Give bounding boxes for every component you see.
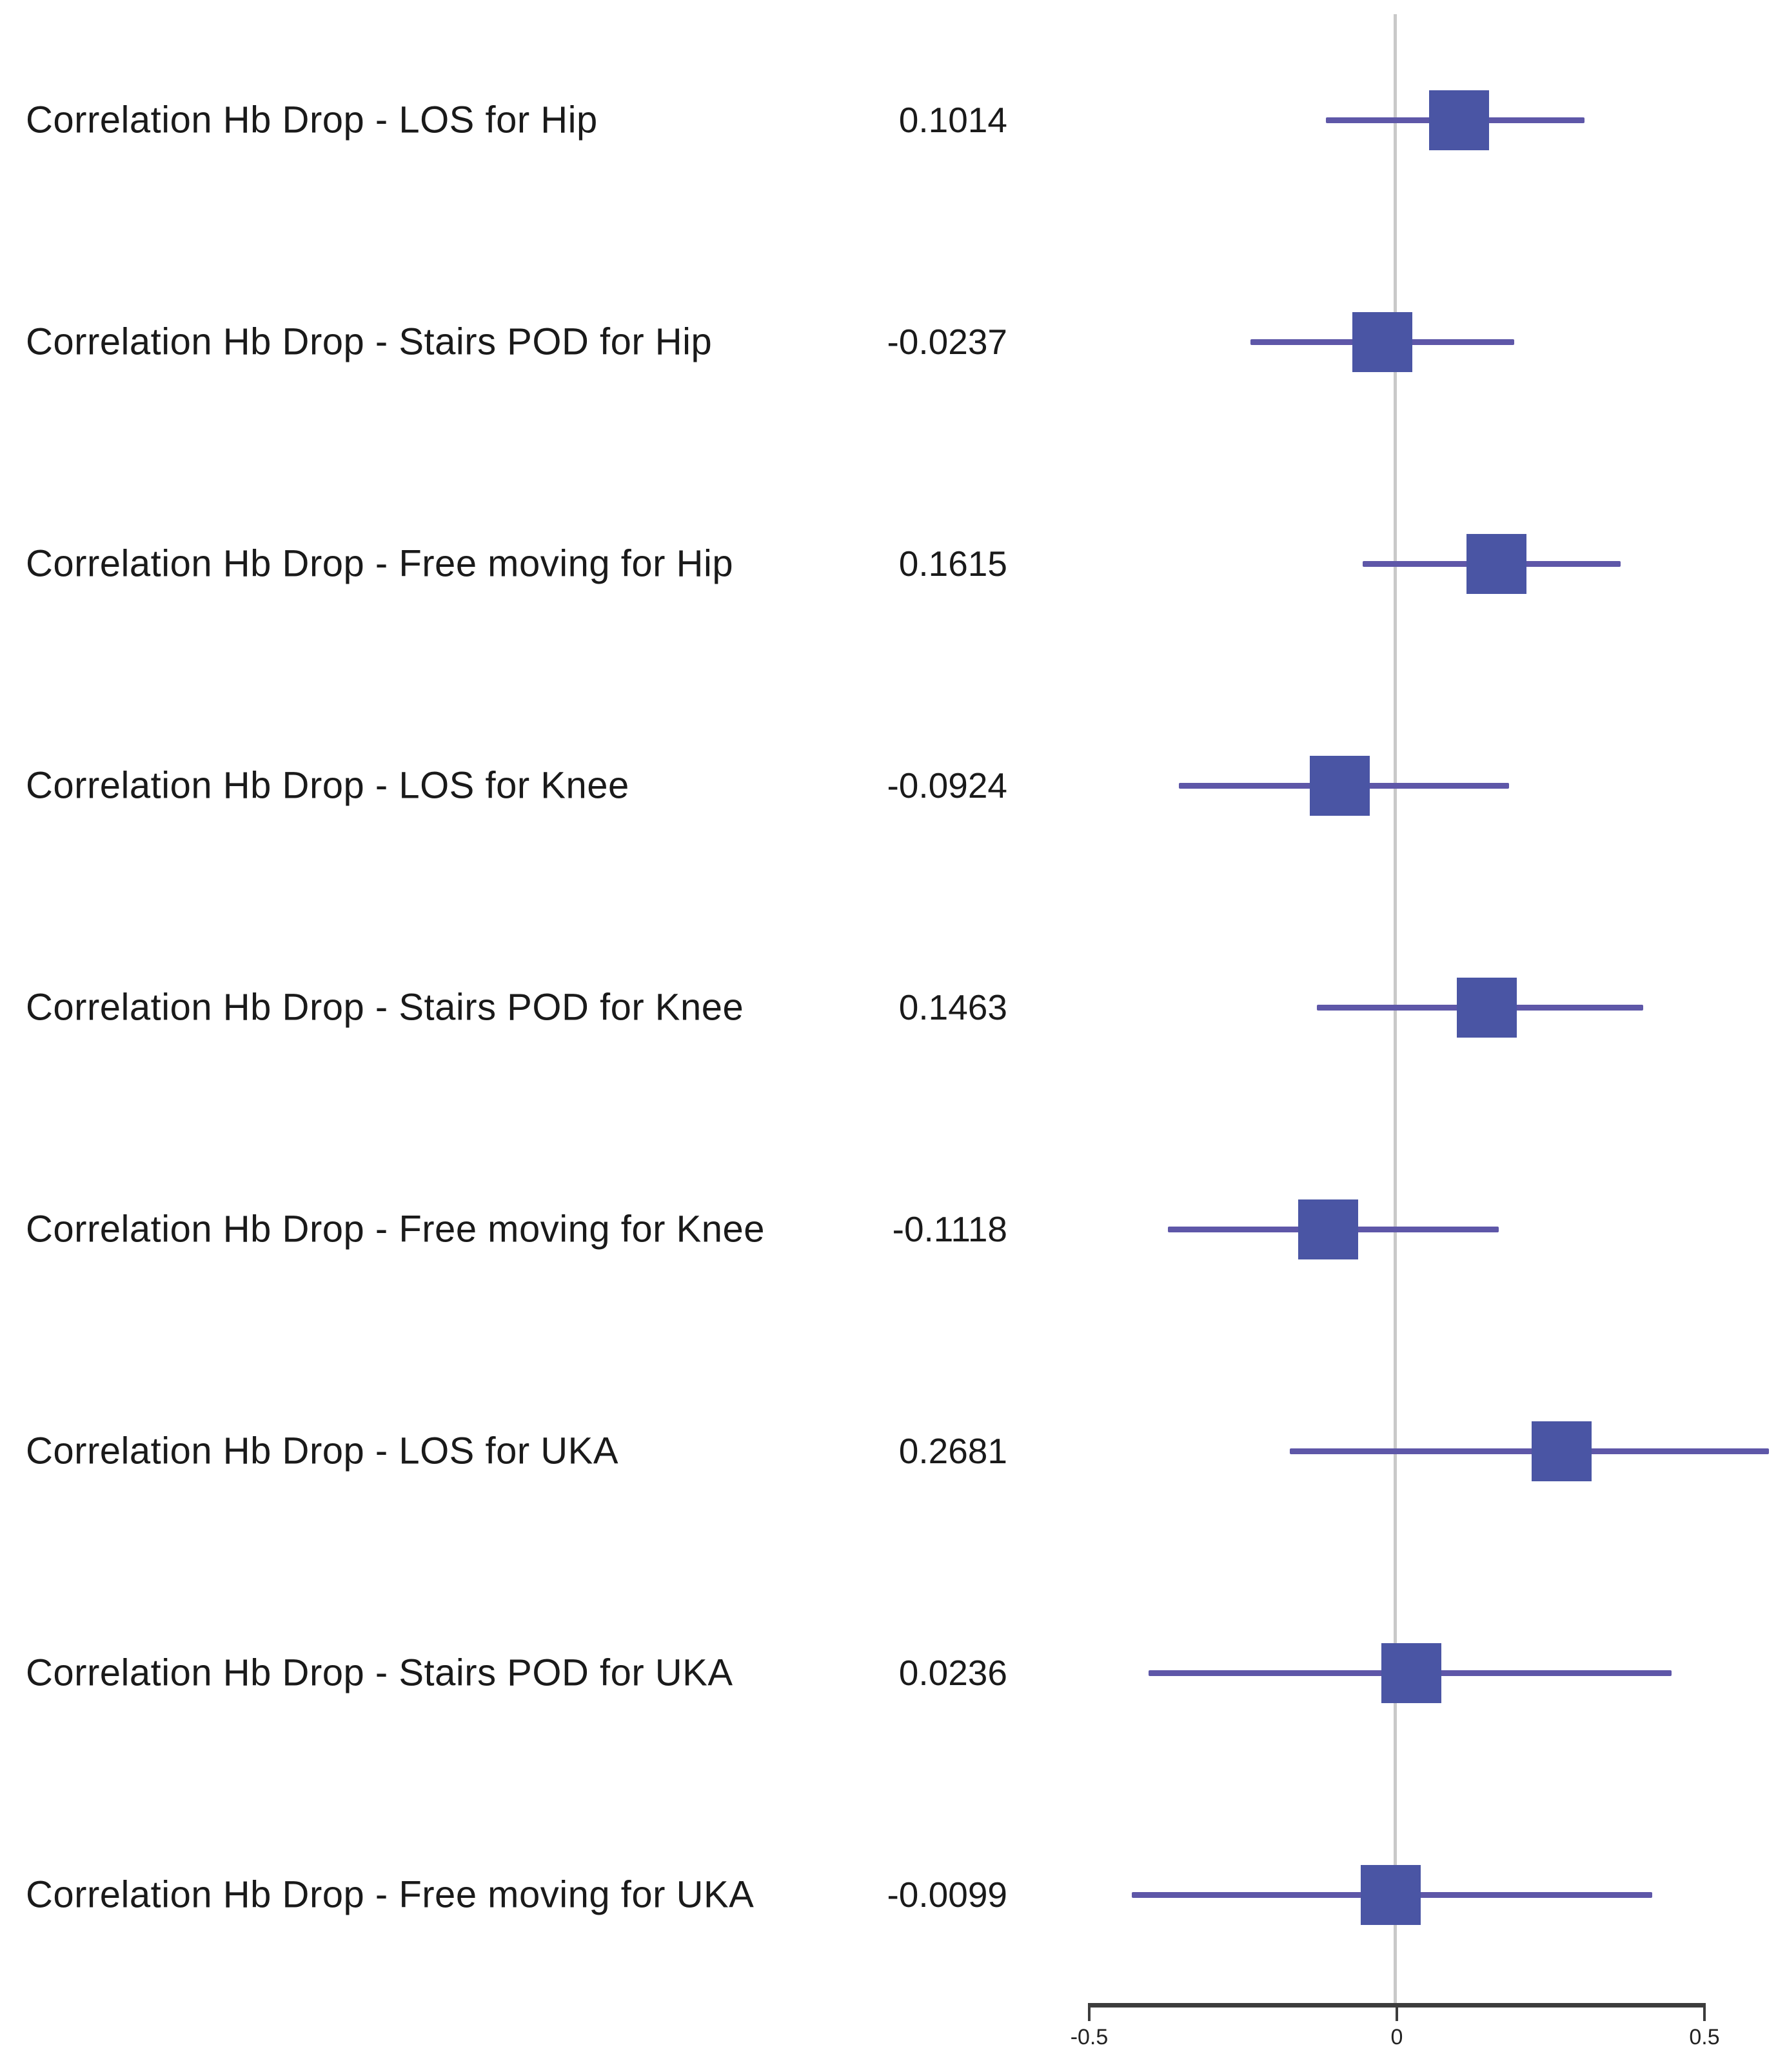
estimate-marker	[1457, 977, 1517, 1038]
row-value: -0.1118	[892, 1209, 1007, 1249]
estimate-marker	[1310, 755, 1370, 816]
x-tick-label: -0.5	[1070, 2025, 1109, 2049]
row-value: -0.0099	[887, 1875, 1007, 1915]
row-label: Correlation Hb Drop - Free moving for UK…	[26, 1873, 755, 1916]
row-label: Correlation Hb Drop - Free moving for Kn…	[26, 1208, 765, 1250]
row-value: 0.2681	[898, 1431, 1007, 1471]
estimate-marker	[1429, 90, 1490, 150]
estimate-marker	[1298, 1199, 1358, 1259]
row-label: Correlation Hb Drop - LOS for Hip	[26, 99, 598, 141]
row-value: 0.0236	[898, 1653, 1007, 1693]
x-tick-label: 0	[1390, 2025, 1403, 2049]
row-value: -0.0237	[887, 322, 1007, 362]
row-label: Correlation Hb Drop - Free moving for Hi…	[26, 542, 734, 585]
row-value: 0.1463	[898, 987, 1007, 1027]
estimate-marker	[1361, 1864, 1421, 1925]
estimate-marker	[1381, 1643, 1441, 1703]
row-label: Correlation Hb Drop - Stairs POD for Kne…	[26, 986, 744, 1029]
x-axis-line	[1088, 2003, 1706, 2008]
row-label: Correlation Hb Drop - LOS for Knee	[26, 764, 629, 807]
x-tick	[1088, 2006, 1091, 2021]
row-value: -0.0924	[887, 765, 1007, 805]
estimate-marker	[1532, 1421, 1592, 1481]
ci-line	[1290, 1448, 1770, 1454]
estimate-marker	[1466, 533, 1526, 594]
x-tick	[1396, 2006, 1398, 2021]
x-tick-label: 0.5	[1689, 2025, 1720, 2049]
row-label: Correlation Hb Drop - LOS for UKA	[26, 1430, 619, 1472]
row-value: 0.1014	[898, 100, 1007, 140]
row-label: Correlation Hb Drop - Stairs POD for Hip	[26, 321, 713, 363]
row-label: Correlation Hb Drop - Stairs POD for UKA	[26, 1652, 733, 1694]
row-value: 0.1615	[898, 544, 1007, 584]
x-tick	[1703, 2006, 1706, 2021]
estimate-marker	[1352, 311, 1412, 372]
